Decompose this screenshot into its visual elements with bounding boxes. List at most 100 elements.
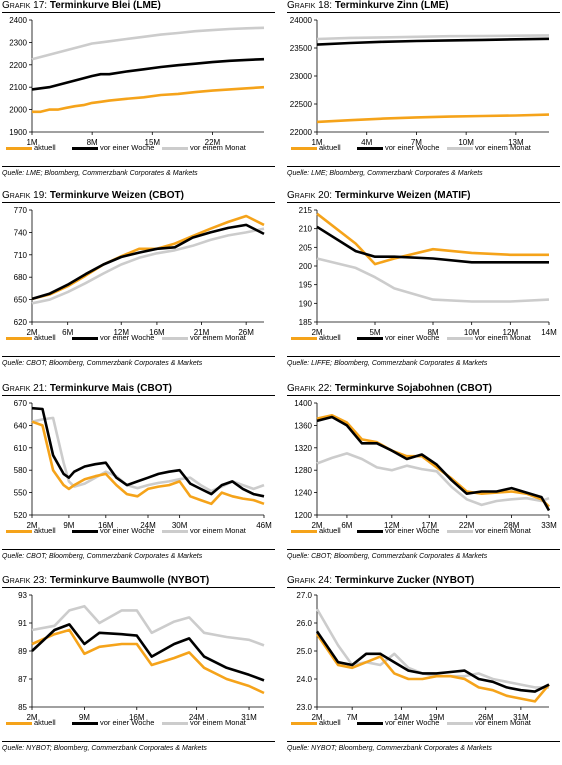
series-line-vor-woche <box>316 415 551 512</box>
chart-panel: Grafik 22: Terminkurve Sojabohnen (CBOT)… <box>287 383 560 573</box>
y-tick-label: 87 <box>18 675 27 684</box>
y-tick-label: 22500 <box>290 100 313 109</box>
legend-item: aktuell <box>6 525 56 537</box>
legend-label: vor einer Woche <box>100 333 155 342</box>
chart-name: Terminkurve Mais (CBOT) <box>49 383 172 394</box>
legend-label: vor einem Monat <box>190 143 246 152</box>
chart-legend: aktuell vor einer Woche vor einem Monat <box>2 142 275 154</box>
legend-item: vor einem Monat <box>447 717 531 729</box>
chart-number: Grafik 23: <box>2 575 48 586</box>
x-tick-label: 13M <box>508 138 524 147</box>
series-line-aktuell <box>316 212 549 266</box>
chart-name: Terminkurve Sojabohnen (CBOT) <box>334 383 492 394</box>
chart-panel: Grafik 23: Terminkurve Baumwolle (NYBOT)… <box>2 575 275 765</box>
chart-name: Terminkurve Weizen (CBOT) <box>49 190 184 201</box>
y-tick-label: 1200 <box>294 511 312 520</box>
legend-label: vor einem Monat <box>475 526 531 535</box>
x-tick-label: 2M <box>26 328 37 337</box>
legend-label: vor einer Woche <box>385 333 440 342</box>
legend-label: aktuell <box>34 143 56 152</box>
chart-number: Grafik 17: <box>2 0 48 11</box>
y-tick-label: 2400 <box>9 16 27 25</box>
x-tick-label: 4M <box>361 138 372 147</box>
y-tick-label: 770 <box>14 206 28 215</box>
y-tick-label: 550 <box>14 489 28 498</box>
y-tick-label: 27.0 <box>296 591 312 600</box>
legend-swatch <box>447 336 473 340</box>
chart-name: Terminkurve Zucker (NYBOT) <box>334 575 475 586</box>
series-line-vor-monat <box>31 26 265 61</box>
legend-label: vor einem Monat <box>475 143 531 152</box>
series-line-aktuell <box>32 85 265 114</box>
y-tick-label: 620 <box>14 318 28 327</box>
y-tick-label: 195 <box>299 281 313 290</box>
legend-swatch <box>72 721 98 725</box>
chart-title: Grafik 18: Terminkurve Zinn (LME) <box>287 0 560 13</box>
legend-item: aktuell <box>291 717 341 729</box>
x-tick-label: 24M <box>140 521 156 530</box>
x-tick-label: 16M <box>149 328 165 337</box>
y-tick-label: 190 <box>299 299 313 308</box>
y-tick-label: 215 <box>299 206 313 215</box>
y-tick-label: 2200 <box>9 61 27 70</box>
y-tick-label: 85 <box>18 703 27 712</box>
x-tick-label: 31M <box>513 713 529 722</box>
legend-label: aktuell <box>319 143 341 152</box>
line-chart: 1900 2000 2100 2200 2300 2400 1M 8M 15M 22M <box>9 16 265 147</box>
chart-source: Quelle: LME; Bloomberg, Commerzbank Corp… <box>2 166 275 177</box>
y-tick-label: 185 <box>299 318 313 327</box>
y-tick-label: 23000 <box>290 72 313 81</box>
chart-source: Quelle: CBOT; Bloomberg, Commerzbank Cor… <box>287 549 560 560</box>
y-tick-label: 22000 <box>290 128 313 137</box>
chart-source: Quelle: LME; Bloomberg, Commerzbank Corp… <box>287 166 560 177</box>
y-tick-label: 640 <box>14 421 28 430</box>
chart-number: Grafik 22: <box>287 383 333 394</box>
legend-item: vor einem Monat <box>447 525 531 537</box>
x-tick-label: 12M <box>113 328 129 337</box>
x-tick-label: 1M <box>311 138 322 147</box>
x-tick-label: 9M <box>79 713 90 722</box>
x-tick-label: 2M <box>311 328 322 337</box>
y-tick-label: 91 <box>18 619 27 628</box>
series-line-vor-woche <box>31 623 265 682</box>
legend-swatch <box>162 721 188 725</box>
chart-title: Grafik 20: Terminkurve Weizen (MATIF) <box>287 190 560 203</box>
x-tick-label: 16M <box>129 713 145 722</box>
chart-panel: Grafik 20: Terminkurve Weizen (MATIF) 185… <box>287 190 560 380</box>
y-tick-label: 205 <box>299 243 313 252</box>
chart-panel: Grafik 24: Terminkurve Zucker (NYBOT) 23.… <box>287 575 560 765</box>
y-tick-label: 1280 <box>294 466 312 475</box>
chart-legend: aktuell vor einer Woche vor einem Monat <box>2 717 275 729</box>
legend-label: aktuell <box>34 718 56 727</box>
y-tick-label: 1900 <box>9 128 27 137</box>
legend-swatch <box>357 336 383 340</box>
y-tick-label: 650 <box>14 296 28 305</box>
legend-swatch <box>162 529 188 533</box>
chart-number: Grafik 24: <box>287 575 333 586</box>
series-line-vor-monat <box>31 604 265 647</box>
line-chart: 185 190 195 200 205 210 215 2M 5M 8M 10M 12M 14M <box>299 206 557 337</box>
series-line-vor-woche <box>315 630 550 693</box>
y-tick-label: 210 <box>299 225 313 234</box>
x-tick-label: 2M <box>26 521 37 530</box>
x-tick-label: 7M <box>411 138 422 147</box>
legend-label: aktuell <box>34 333 56 342</box>
legend-item: vor einem Monat <box>162 525 246 537</box>
line-chart: 1200 1240 1280 1320 1360 1400 2M 6M 12M 17M 22M 28M… <box>294 399 557 530</box>
chart-legend: aktuell vor einer Woche vor einem Monat <box>287 717 560 729</box>
x-tick-label: 5M <box>369 328 380 337</box>
legend-label: aktuell <box>319 718 341 727</box>
legend-swatch <box>162 146 188 150</box>
x-tick-label: 28M <box>504 521 520 530</box>
series-line-aktuell <box>31 628 265 695</box>
legend-label: vor einer Woche <box>385 143 440 152</box>
legend-swatch <box>447 721 473 725</box>
y-tick-label: 200 <box>299 262 313 271</box>
y-tick-label: 23500 <box>290 44 313 53</box>
legend-item: vor einer Woche <box>72 525 154 537</box>
series-line-vor-monat <box>31 227 265 305</box>
x-tick-label: 9M <box>63 521 74 530</box>
legend-item: vor einer Woche <box>357 332 439 344</box>
legend-label: vor einer Woche <box>100 143 155 152</box>
legend-item: vor einer Woche <box>72 332 154 344</box>
